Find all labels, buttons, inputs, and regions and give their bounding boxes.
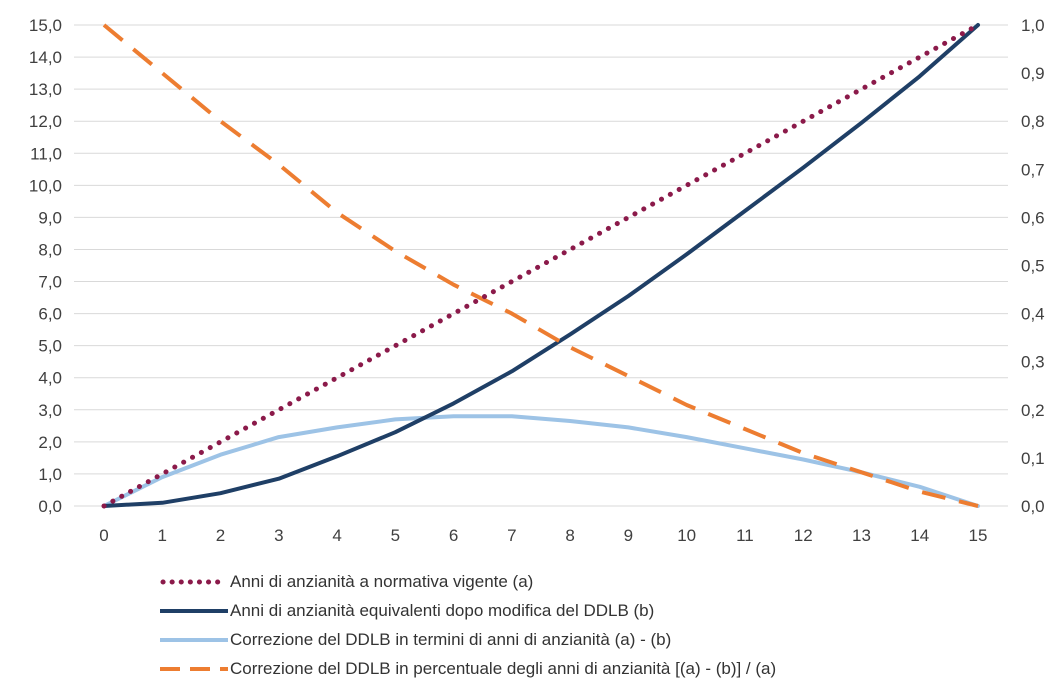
legend-label: Correzione del DDLB in percentuale degli…: [230, 658, 777, 678]
y-right-tick-label: 0,6: [1021, 208, 1045, 227]
y-right-tick-label: 0,7: [1021, 160, 1045, 179]
x-tick-label: 8: [565, 526, 574, 545]
legend-swatch-solid-dark: [160, 608, 228, 613]
x-tick-label: 9: [624, 526, 633, 545]
legend-label: Anni di anzianità a normativa vigente (a…: [230, 571, 534, 591]
legend-item: Anni di anzianità a normativa vigente (a…: [160, 567, 1040, 596]
y-left-tick-label: 5,0: [38, 337, 62, 356]
y-left-tick-label: 2,0: [38, 433, 62, 452]
y-right-tick-label: 0,0: [1021, 497, 1045, 516]
series-line-0: [101, 22, 981, 509]
chart-canvas: 0,01,02,03,04,05,06,07,08,09,010,011,012…: [29, 16, 1045, 545]
y-right-tick-label: 0,9: [1021, 64, 1045, 83]
x-tick-label: 0: [99, 526, 108, 545]
y-left-tick-label: 0,0: [38, 497, 62, 516]
series-line-2: [102, 414, 980, 508]
legend-swatch-dashed: [160, 666, 228, 671]
x-tick-label: 2: [216, 526, 225, 545]
x-tick-label: 12: [794, 526, 813, 545]
y-right-tick-label: 0,8: [1021, 112, 1045, 131]
y-left-tick-label: 7,0: [38, 273, 62, 292]
legend: Anni di anzianità a normativa vigente (a…: [160, 567, 1040, 683]
legend-label: Anni di anzianità equivalenti dopo modif…: [230, 600, 655, 620]
x-tick-label: 10: [677, 526, 696, 545]
y-right-tick-label: 0,4: [1021, 305, 1045, 324]
y-left-tick-label: 10,0: [29, 176, 62, 195]
x-tick-label: 13: [852, 526, 871, 545]
series-lines: [101, 22, 981, 509]
x-tick-label: 6: [449, 526, 458, 545]
y-left-tick-label: 14,0: [29, 48, 62, 67]
legend-swatch-solid-light: [160, 637, 228, 642]
y-left-tick-label: 3,0: [38, 401, 62, 420]
y-left-tick-label: 6,0: [38, 305, 62, 324]
y-left-tick-label: 11,0: [30, 144, 62, 163]
series-line-1: [102, 23, 980, 508]
legend-item: Correzione del DDLB in termini di anni d…: [160, 625, 1040, 654]
x-tick-label: 4: [332, 526, 341, 545]
y-left-tick-label: 15,0: [29, 16, 62, 35]
legend-swatch-dotted: [160, 579, 228, 584]
x-tick-label: 7: [507, 526, 516, 545]
x-tick-label: 11: [736, 526, 754, 545]
y-right-tick-label: 0,5: [1021, 257, 1045, 276]
x-tick-label: 15: [969, 526, 988, 545]
gridlines: [74, 24, 1008, 507]
x-tick-label: 14: [910, 526, 929, 545]
y-left-tick-label: 1,0: [38, 465, 62, 484]
y-axis-right: 0,0 0,1 0,2 0,3 0,4 0,5 0,6 0,7 0,8 0,9 1,0: [1021, 16, 1045, 516]
legend-item: Anni di anzianità equivalenti dopo modif…: [160, 596, 1040, 625]
y-left-tick-label: 9,0: [38, 208, 62, 227]
y-left-tick-label: 8,0: [38, 240, 62, 259]
x-axis: 0 1 2 3 4 5 6 7 8 9 10 11 12 13 14 15: [99, 526, 987, 545]
y-right-tick-label: 0,3: [1021, 353, 1045, 372]
y-axis-left: 0,0 1,0 2,0 3,0 4,0 5,0 6,0 7,0 8,0 9,0 10,0 11,0 12…: [29, 16, 62, 516]
x-tick-label: 5: [391, 526, 400, 545]
y-right-tick-label: 0,1: [1021, 449, 1045, 468]
y-left-tick-label: 12,0: [29, 112, 62, 131]
y-left-tick-label: 13,0: [29, 80, 62, 99]
y-right-tick-label: 0,2: [1021, 401, 1045, 420]
x-tick-label: 3: [274, 526, 283, 545]
y-left-tick-label: 4,0: [38, 369, 62, 388]
series-line-3: [102, 23, 979, 508]
legend-label: Correzione del DDLB in termini di anni d…: [230, 629, 672, 649]
legend-item: Correzione del DDLB in percentuale degli…: [160, 654, 1040, 683]
y-right-tick-label: 1,0: [1021, 16, 1045, 35]
x-tick-label: 1: [158, 526, 167, 545]
